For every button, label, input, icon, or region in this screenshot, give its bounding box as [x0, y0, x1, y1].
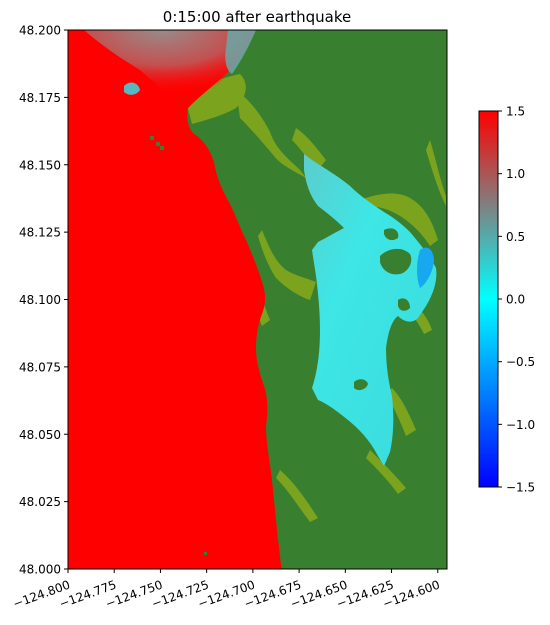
y-axis: 48.000 48.025 48.050 48.075 48.100 48.125 48.1… [19, 24, 68, 577]
colorbar-tick-label: 0.5 [506, 230, 525, 244]
y-tick-label: 48.075 [19, 360, 61, 374]
surge-cyan-strip [225, 30, 256, 74]
colorbar-tick-label: 1.5 [506, 105, 525, 119]
colorbar-gradient [478, 110, 499, 488]
y-tick-label: 48.150 [19, 158, 61, 172]
y-tick-label: 48.175 [19, 91, 61, 105]
y-tick-label: 48.100 [19, 293, 61, 307]
colorbar-tick-label: −1.0 [506, 418, 535, 432]
colorbar: −1.5 −1.0 −0.5 0.0 0.5 1.0 1.5 [478, 105, 535, 495]
y-tick-label: 48.200 [19, 24, 61, 38]
colorbar-tick-label: 0.0 [506, 293, 525, 307]
colorbar-tick-label: −1.5 [506, 481, 535, 495]
y-tick-label: 48.000 [19, 563, 61, 577]
surge-region [84, 30, 256, 110]
x-axis: −124.800−124.775−124.750−124.725−124.700… [11, 569, 442, 611]
colorbar-tick-label: −0.5 [506, 355, 535, 369]
map-plot [68, 30, 447, 569]
y-tick-label: 48.050 [19, 428, 61, 442]
chart-title: 0:15:00 after earthquake [163, 8, 351, 26]
colorbar-ticks: −1.5 −1.0 −0.5 0.0 0.5 1.0 1.5 [498, 105, 535, 495]
colorbar-tick-label: 1.0 [506, 167, 525, 181]
ocean-region [68, 30, 282, 569]
small-islets [124, 82, 207, 555]
shallow-margin-region [185, 74, 446, 522]
bay-region [304, 154, 437, 466]
y-tick-label: 48.025 [19, 495, 61, 509]
y-tick-label: 48.125 [19, 226, 61, 240]
